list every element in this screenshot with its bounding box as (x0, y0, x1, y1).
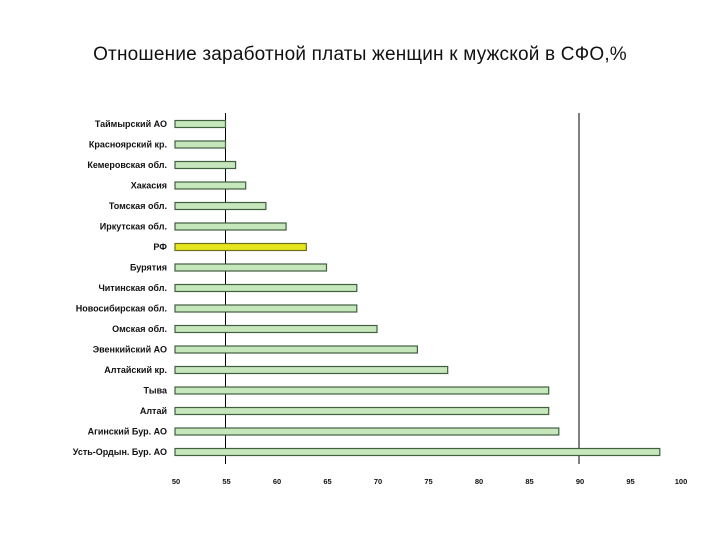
bar (174, 365, 449, 375)
x-tick-label: 65 (323, 477, 331, 486)
category-label: Хакасия (131, 181, 167, 191)
bar (174, 324, 378, 334)
category-label: Алтайский кр. (104, 365, 167, 375)
bar (174, 427, 560, 436)
bar (174, 263, 328, 272)
chart-title: Отношение заработной платы женщин к мужс… (93, 44, 627, 65)
bar (174, 447, 661, 457)
bar (174, 160, 237, 170)
x-tick-label: 95 (626, 477, 634, 486)
bar (174, 181, 247, 190)
x-tick-label: 75 (424, 477, 432, 486)
bar (174, 201, 267, 211)
category-label: Таймырский АО (95, 119, 167, 129)
x-tick-label: 50 (172, 477, 180, 486)
category-label: Тыва (144, 386, 168, 396)
category-label: Кемеровская обл. (87, 160, 167, 170)
bar (174, 140, 227, 149)
bar (174, 345, 418, 354)
x-tick-label: 85 (525, 477, 533, 486)
x-tick-label: 70 (374, 477, 382, 486)
bar (174, 283, 358, 293)
x-tick-label: 90 (576, 477, 584, 486)
bar (174, 386, 550, 395)
category-label: Томская обл. (109, 201, 167, 211)
bar (174, 304, 358, 313)
category-label: РФ (153, 242, 167, 252)
category-label: Алтай (140, 406, 167, 416)
x-tick-label: 80 (475, 477, 483, 486)
category-label: Новосибирская обл. (76, 304, 167, 314)
bar (174, 242, 307, 252)
x-tick-label: 55 (222, 477, 230, 486)
bar (174, 406, 550, 416)
category-label: Красноярский кр. (89, 140, 167, 150)
category-label: Эвенкийский АО (93, 345, 167, 355)
bar (174, 222, 287, 231)
category-label: Иркутская обл. (100, 222, 167, 232)
category-label: Бурятия (130, 263, 167, 273)
category-label: Омская обл. (112, 324, 167, 334)
category-label: Агинский Бур. АО (88, 427, 167, 437)
x-tick-label: 100 (675, 477, 688, 486)
category-label: Читинская обл. (98, 283, 167, 293)
x-tick-label: 60 (273, 477, 281, 486)
category-label: Усть-Ордын. Бур. АО (73, 447, 167, 457)
bar (174, 119, 227, 129)
